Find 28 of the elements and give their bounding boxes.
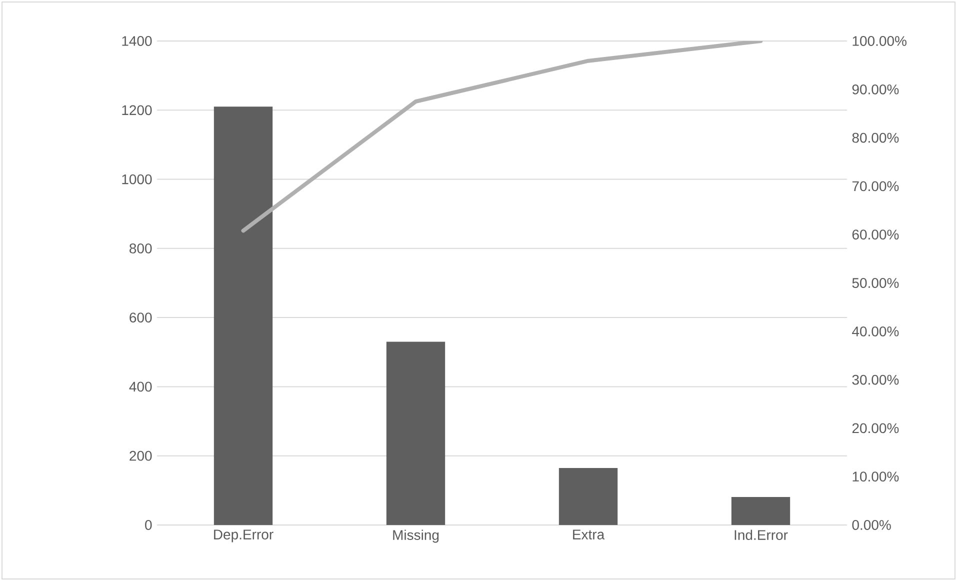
y2-tick-label: 20.00%	[852, 423, 899, 434]
y2-tick-label: 90.00%	[852, 84, 899, 94]
y-tick-label: 200	[130, 450, 152, 461]
bar	[558, 468, 618, 525]
y2-tick-label: 70.00%	[852, 181, 899, 192]
x-tick-label: Ind.Error	[734, 530, 788, 540]
y2-tick-label: 10.00%	[852, 472, 899, 482]
y-tick-label: 1200	[122, 105, 152, 116]
x-tick-label: Dep.Error	[214, 530, 274, 542]
y2-tick-label: 40.00%	[852, 326, 899, 336]
x-tick-label: Extra	[573, 530, 605, 540]
y2-tick-label: 50.00%	[852, 278, 899, 288]
bar	[386, 342, 446, 525]
y-tick-label: 400	[129, 382, 152, 392]
y-tick-label: 0	[145, 520, 152, 530]
y2-tick-label: 30.00%	[852, 374, 899, 385]
line-series	[241, 40, 763, 233]
y2-tick-label: 80.00%	[852, 132, 899, 143]
y-tick-label: 1000	[122, 174, 152, 184]
x-tick-label: Missing	[393, 530, 439, 543]
bar	[214, 106, 273, 525]
y2-tick-label: 100.00%	[852, 36, 906, 46]
bar	[731, 496, 790, 525]
y-tick-label: 800	[130, 243, 152, 254]
y2-tick-label: 60.00%	[852, 230, 899, 240]
y-tick-label: 1400	[122, 36, 152, 46]
y2-tick-label: 0.00%	[852, 520, 891, 530]
y-tick-label: 600	[130, 312, 152, 323]
